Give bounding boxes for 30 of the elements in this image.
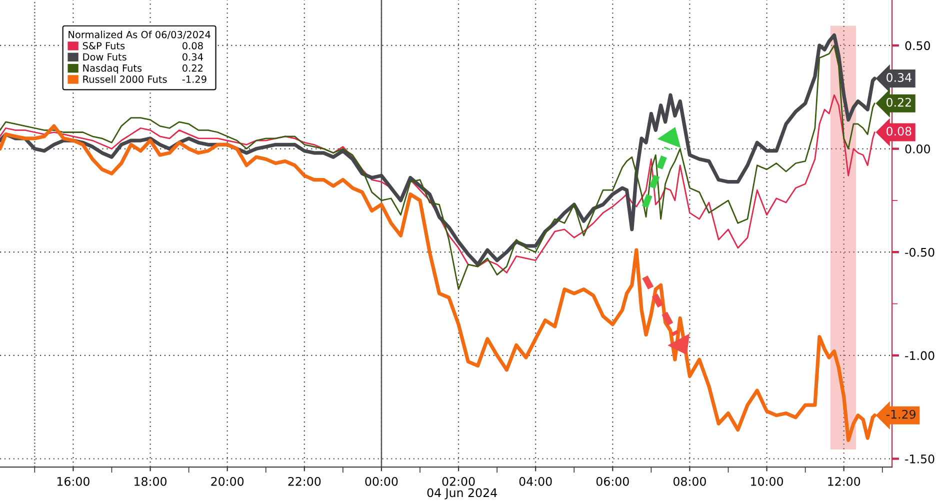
data-label: 0.34 xyxy=(886,73,912,82)
text: -1.29 xyxy=(182,76,206,83)
x-tick-label: 10:00 xyxy=(751,476,784,486)
x-tick-label: 00:00 xyxy=(365,476,398,486)
legend-label: Nasdaq Futs xyxy=(83,64,142,74)
x-tick-label: 02:00 xyxy=(442,476,475,486)
text: 0.34 xyxy=(182,53,203,61)
y-tick-label: -1.50 xyxy=(905,454,934,464)
x-tick-label: 20:00 xyxy=(211,476,244,486)
y-tick-label: 0.50 xyxy=(905,41,930,50)
x-tick-label: 16:00 xyxy=(57,476,90,486)
x-axis-title: 04 Jun 2024 xyxy=(427,488,497,500)
data-label: 0.22 xyxy=(886,98,911,107)
x-tick-label: 04:00 xyxy=(519,476,552,486)
x-tick-label: 22:00 xyxy=(288,476,321,486)
y-tick-label: 0.00 xyxy=(905,144,930,154)
legend-label: S&P Futs xyxy=(82,42,125,50)
x-tick-label: 18:00 xyxy=(134,476,166,486)
data-label: 0.08 xyxy=(886,126,912,136)
x-tick-label: 06:00 xyxy=(596,476,629,486)
text: 0.22 xyxy=(182,64,203,72)
x-tick-label: 08:00 xyxy=(673,476,706,486)
text: 0.08 xyxy=(182,42,203,50)
legend-label: Dow Futs xyxy=(83,53,126,61)
y-tick-label: -1.00 xyxy=(905,351,934,360)
data-label: -1.29 xyxy=(886,410,916,419)
y-tick-label: -0.50 xyxy=(905,248,934,257)
legend-label: Russell 2000 Futs xyxy=(83,75,167,83)
legend-title: Normalized As Of 06/03/2024 xyxy=(68,30,210,40)
x-tick-label: 12:00 xyxy=(828,476,860,486)
